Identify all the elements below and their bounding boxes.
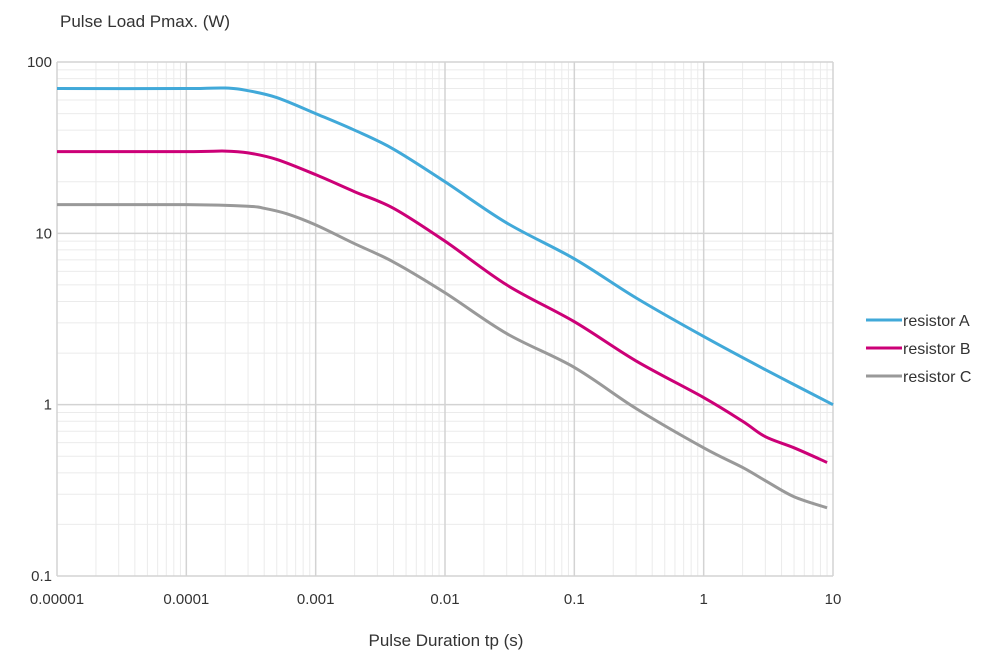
x-tick-label: 10 — [825, 591, 842, 608]
x-tick-label: 0.0001 — [163, 591, 209, 608]
y-axis-tick-labels: 0.1 1 10 100 — [27, 54, 52, 585]
legend-label: resistor B — [903, 341, 971, 358]
series-line-resistor-b — [56, 149, 828, 464]
y-tick-label: 1 — [44, 397, 52, 414]
x-tick-label: 1 — [699, 591, 707, 608]
legend-label: resistor C — [903, 369, 971, 386]
y-axis-title: Pulse Load Pmax. (W) — [60, 12, 230, 31]
x-tick-label: 0.001 — [297, 591, 335, 608]
series-line-resistor-a — [56, 86, 834, 407]
y-tick-label: 100 — [27, 54, 52, 71]
major-gridlines — [56, 61, 834, 577]
y-tick-label: 10 — [35, 225, 52, 242]
x-tick-label: 0.00001 — [30, 591, 84, 608]
series-line-resistor-c — [56, 203, 828, 510]
series-lines — [56, 86, 834, 510]
y-tick-label: 0.1 — [31, 568, 52, 585]
legend: resistor A resistor B resistor C — [866, 313, 971, 386]
x-tick-label: 0.01 — [430, 591, 459, 608]
x-axis-title: Pulse Duration tp (s) — [369, 631, 524, 650]
x-tick-label: 0.1 — [564, 591, 585, 608]
legend-label: resistor A — [903, 313, 970, 330]
x-axis-tick-labels: 0.00001 0.0001 0.001 0.01 0.1 1 10 — [30, 591, 841, 608]
